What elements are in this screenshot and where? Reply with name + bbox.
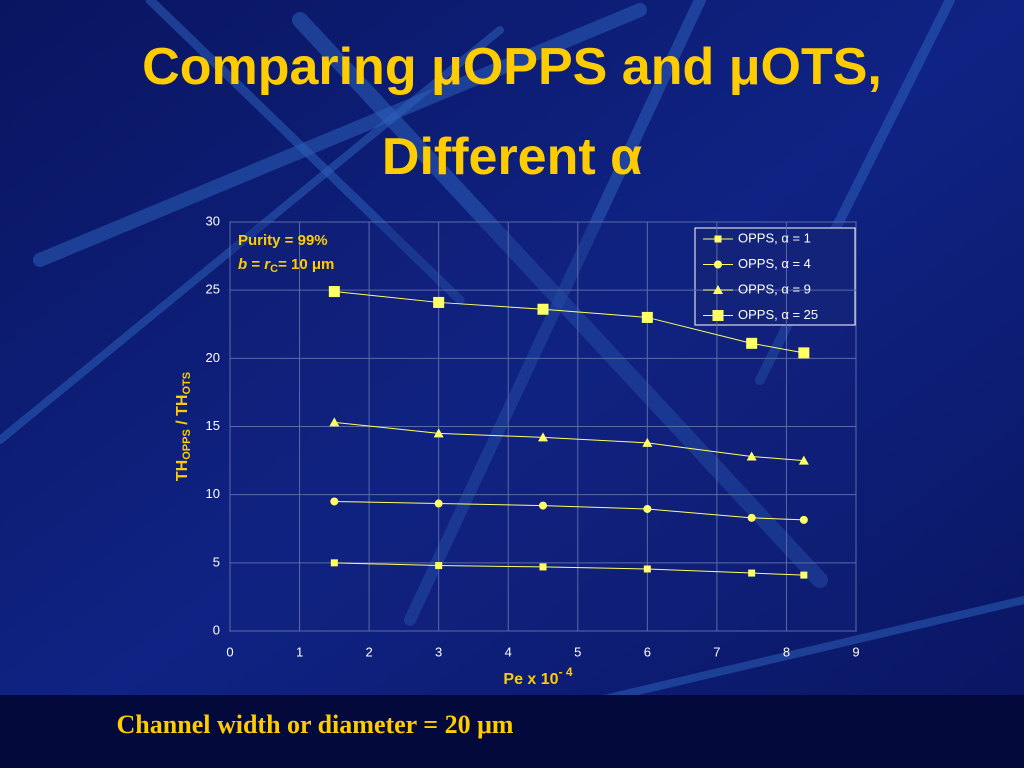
annotation-part: = (247, 256, 264, 273)
legend-marker (712, 310, 724, 321)
point (642, 437, 653, 447)
y-label-part: TH (174, 460, 191, 481)
annotation: b = rC= 10 μm (238, 256, 334, 275)
annotation: Purity = 99% (238, 232, 328, 249)
x-axis-label: Pe x 10- 4 (503, 665, 572, 688)
x-tick-label: 0 (226, 644, 233, 659)
series-line (334, 562, 804, 576)
point (747, 513, 756, 522)
y-tick-label: 5 (213, 554, 220, 569)
series-line (334, 421, 804, 462)
series-line (334, 500, 804, 521)
point (329, 417, 340, 427)
annotation-part: r (264, 256, 271, 273)
footer: Channel width or diameter = 20 μm (117, 710, 514, 739)
x-label-part: Pe x 10 (503, 671, 558, 688)
legend-marker (714, 260, 722, 269)
x-label-superscript: - 4 (559, 665, 573, 679)
x-tick-label: 7 (713, 644, 720, 659)
y-tick-label: 30 (206, 213, 220, 228)
point (434, 499, 443, 508)
y-tick-label: 15 (206, 418, 220, 433)
annotation-part: C (270, 263, 278, 275)
legend-marker (714, 235, 722, 243)
point (435, 562, 443, 570)
footer-band (0, 695, 1024, 768)
point (433, 428, 444, 438)
x-tick-label: 5 (574, 644, 581, 659)
legend-box (694, 227, 856, 326)
y-label-part: / TH (174, 395, 191, 430)
annotation-part: = 10 μm (278, 256, 334, 273)
point (539, 501, 547, 510)
x-tick-label: 8 (783, 644, 790, 659)
point (328, 286, 340, 298)
slide-title: Comparing μOPPS and μOTS, Different α (142, 38, 882, 186)
x-tick-label: 6 (644, 644, 651, 659)
point (641, 311, 653, 323)
y-axis-label: THOPPS / THOTS (174, 372, 193, 481)
point (539, 563, 547, 571)
legend-marker (713, 285, 723, 294)
y-label-subscript: OPPS (181, 429, 193, 460)
y-tick-label: 10 (206, 486, 220, 501)
point (748, 569, 756, 577)
annotation-part: b (238, 256, 247, 273)
point (798, 455, 809, 465)
x-tick-label: 2 (365, 644, 372, 659)
point (643, 504, 652, 513)
point (433, 296, 445, 308)
x-tick-label: 3 (435, 644, 442, 659)
y-tick-label: 0 (213, 622, 220, 637)
point (537, 303, 549, 315)
annotation-part: Purity = 99% (238, 232, 328, 249)
point (799, 515, 808, 524)
point (330, 497, 339, 506)
series-line (334, 291, 804, 354)
point (800, 571, 808, 579)
point (798, 347, 810, 359)
y-tick-label: 20 (206, 350, 220, 365)
point (538, 432, 548, 442)
x-tick-label: 4 (505, 644, 512, 659)
x-tick-label: 9 (852, 644, 859, 659)
legend-label: OPPS, α = 25 (738, 307, 818, 322)
point (330, 559, 338, 567)
point (643, 565, 651, 573)
legend-label: OPPS, α = 1 (738, 230, 811, 245)
point (746, 337, 758, 349)
legend-label: OPPS, α = 4 (738, 256, 811, 271)
x-tick-label: 1 (296, 644, 303, 659)
point (746, 451, 757, 461)
legend-label: OPPS, α = 9 (738, 281, 811, 296)
y-tick-label: 25 (206, 282, 220, 297)
y-label-subscript: OTS (181, 372, 193, 395)
